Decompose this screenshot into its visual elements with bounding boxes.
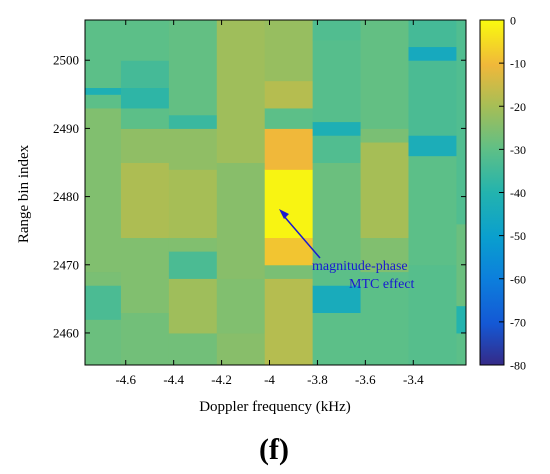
heatmap-cell xyxy=(408,135,457,157)
heatmap-cell xyxy=(120,60,170,88)
heatmap-cell xyxy=(168,251,218,279)
annotation-arrow xyxy=(282,214,321,259)
heatmap-cell xyxy=(85,285,122,320)
colorbar-tick-label: -10 xyxy=(510,57,526,71)
heatmap-cell xyxy=(168,332,218,365)
x-tick-label: -3.8 xyxy=(307,372,328,387)
heatmap-cell xyxy=(168,237,218,252)
heatmap-cell xyxy=(408,155,457,266)
heatmap-cell xyxy=(168,20,218,116)
heatmap-cell xyxy=(264,128,314,170)
heatmap-cell xyxy=(456,305,466,334)
heatmap-cell xyxy=(85,87,122,95)
plot-frame xyxy=(84,19,467,366)
x-tick-label: -4.2 xyxy=(211,372,232,387)
heatmap-cell xyxy=(216,278,266,334)
heatmap-cell xyxy=(312,20,362,41)
colorbar-tick-label: -60 xyxy=(510,272,526,286)
annotation-line-2: MTC effect xyxy=(349,277,415,292)
heatmap-cell xyxy=(360,271,409,365)
heatmap-cell xyxy=(264,264,314,279)
y-tick-label: 2500 xyxy=(53,53,79,68)
colorbar-tick-label: -70 xyxy=(510,315,526,329)
heatmap-cell xyxy=(456,20,466,225)
heatmap-cell xyxy=(312,312,362,365)
heatmap-cell xyxy=(85,20,122,88)
colorbar-axis: 0 -10 -20 -30 -40 -50 -60 -70 -80 xyxy=(499,14,526,373)
heatmap-cell xyxy=(360,237,409,273)
heatmap-cell xyxy=(264,169,314,238)
heatmap-cell xyxy=(360,20,409,129)
colorbar-tick-label: -30 xyxy=(510,143,526,157)
x-tick-label: -4 xyxy=(264,372,275,387)
heatmap-cell xyxy=(120,162,170,238)
heatmap-cell xyxy=(120,312,170,365)
heatmap-cells xyxy=(85,20,466,365)
colorbar-tick-label: -40 xyxy=(510,186,526,200)
y-tick-label: 2490 xyxy=(53,121,79,136)
heatmap-cell xyxy=(168,128,218,170)
heatmap-cell xyxy=(120,237,170,313)
heatmap-cell xyxy=(216,162,266,279)
x-tick-label: -3.6 xyxy=(355,372,376,387)
heatmap-cell xyxy=(312,39,362,123)
y-tick-label: 2480 xyxy=(53,189,79,204)
heatmap-cell xyxy=(168,169,218,238)
annotation-arrowhead xyxy=(279,209,289,219)
heatmap-cell xyxy=(312,121,362,136)
heatmap-cell xyxy=(264,20,314,82)
panel-label: (f) xyxy=(259,433,289,466)
heatmap-cell xyxy=(168,114,218,129)
heatmap-cell xyxy=(264,237,314,266)
heatmap-cell xyxy=(312,162,362,266)
heatmap-cell xyxy=(408,264,457,365)
heatmap-cell xyxy=(264,278,314,365)
heatmap-cell xyxy=(120,87,170,109)
heatmap-cell xyxy=(360,128,409,143)
y-axis: 2460 2470 2480 2490 2500 xyxy=(53,53,466,340)
heatmap-cell xyxy=(408,20,457,48)
heatmap-cell xyxy=(264,80,314,109)
heatmap-cell xyxy=(120,107,170,129)
heatmap-cell xyxy=(264,107,314,129)
heatmap-cell xyxy=(312,135,362,163)
colorbar-tick-label: 0 xyxy=(510,14,516,28)
heatmap-cell xyxy=(120,20,170,61)
y-tick-label: 2470 xyxy=(53,257,79,272)
x-tick-label: -4.6 xyxy=(115,372,136,387)
heatmap-cell xyxy=(85,319,122,365)
heatmap-cell xyxy=(216,332,266,365)
heatmap-cell xyxy=(456,332,466,365)
y-tick-label: 2460 xyxy=(53,325,79,340)
colorbar-tick-label: -80 xyxy=(510,359,526,373)
heatmap-cell xyxy=(85,107,122,273)
x-tick-label: -3.4 xyxy=(403,372,424,387)
heatmap-cell xyxy=(312,264,362,286)
heatmap-cell xyxy=(168,278,218,334)
annotation-line-1: magnitude-phase xyxy=(312,259,408,274)
x-tick-label: -4.4 xyxy=(163,372,184,387)
heatmap-cell xyxy=(408,46,457,61)
heatmap-cell xyxy=(120,128,170,163)
heatmap-cell xyxy=(85,94,122,109)
y-axis-label: Range bin index xyxy=(16,144,32,243)
colorbar-tick-label: -20 xyxy=(510,100,526,114)
x-axis: -4.6 -4.4 -4.2 -4 -3.8 -3.6 -3.4 xyxy=(115,20,424,387)
x-axis-label: Doppler frequency (kHz) xyxy=(199,399,351,415)
heatmap-cell xyxy=(360,142,409,238)
heatmap-cell xyxy=(312,285,362,313)
heatmap-cell xyxy=(216,20,266,163)
colorbar-tick-label: -50 xyxy=(510,229,526,243)
heatmap-cell xyxy=(408,60,457,136)
heatmap-cell xyxy=(85,271,122,286)
